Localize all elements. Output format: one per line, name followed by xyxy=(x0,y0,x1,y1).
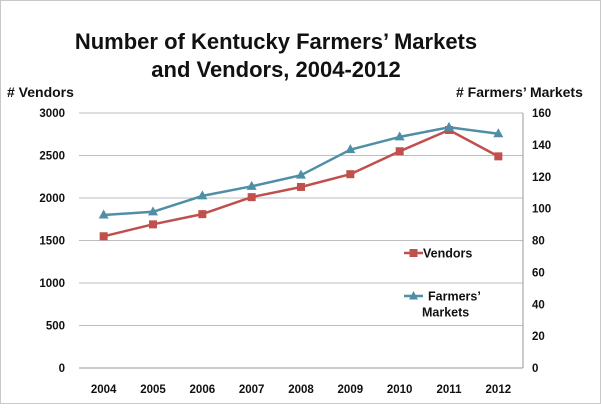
data-point-marker xyxy=(494,152,503,161)
data-point-marker xyxy=(98,209,109,219)
data-point-marker xyxy=(246,180,257,190)
x-tick-label: 2005 xyxy=(140,384,166,396)
x-tick-label: 2004 xyxy=(91,384,117,396)
data-point-marker xyxy=(149,220,157,229)
y-right-tick-label: 120 xyxy=(532,172,551,184)
data-point-marker xyxy=(444,121,454,131)
data-point-marker xyxy=(296,169,306,179)
data-point-marker xyxy=(346,170,355,179)
y-right-tick-label: 140 xyxy=(532,140,551,152)
data-point-marker xyxy=(247,193,256,202)
data-point-marker xyxy=(394,131,405,141)
chart-title-line-1: Number of Kentucky Farmers’ Markets xyxy=(75,29,477,54)
legend-label-vendors: Vendors xyxy=(423,247,472,261)
legend-marker-farmers-markets xyxy=(409,291,418,300)
gridlines xyxy=(79,112,524,369)
y-left-tick-label: 1500 xyxy=(39,236,65,248)
y-left-ticks: 0 500 1000 1500 2000 2500 3000 xyxy=(39,108,65,375)
y-right-tick-label: 0 xyxy=(532,363,538,375)
data-point-marker xyxy=(345,144,356,154)
data-point-marker xyxy=(297,182,305,191)
y-right-tick-label: 160 xyxy=(532,108,551,120)
y-right-tick-label: 80 xyxy=(532,236,545,248)
data-point-marker xyxy=(395,147,404,156)
data-point-marker xyxy=(148,206,158,216)
x-tick-label: 2011 xyxy=(437,384,463,396)
legend: Vendors Farmers’ Markets xyxy=(404,247,481,320)
y-right-tick-label: 100 xyxy=(532,204,551,216)
y-right-axis-title: # Farmers’ Markets xyxy=(456,84,583,100)
y-right-tick-label: 40 xyxy=(532,299,545,311)
y-left-tick-label: 500 xyxy=(46,321,65,333)
y-right-ticks: 0 20 40 60 80 100 120 140 160 xyxy=(532,108,551,375)
x-tick-label: 2009 xyxy=(338,384,364,396)
data-point-marker xyxy=(198,210,207,219)
x-axis-ticks: 2004 2005 2006 2007 2008 2009 2010 2011 2012 xyxy=(91,384,511,396)
x-tick-label: 2007 xyxy=(239,384,265,396)
y-left-tick-label: 2500 xyxy=(39,151,65,163)
chart-title-line-2: and Vendors, 2004-2012 xyxy=(151,57,400,82)
y-left-axis-title: # Vendors xyxy=(7,84,74,100)
series-layer xyxy=(98,121,504,241)
data-point-marker xyxy=(99,232,108,241)
legend-label-farmers-markets-line-2: Markets xyxy=(422,306,469,320)
y-left-tick-label: 1000 xyxy=(39,278,65,290)
y-right-tick-label: 60 xyxy=(532,267,545,279)
y-left-tick-label: 2000 xyxy=(39,193,65,205)
data-point-marker xyxy=(493,128,504,138)
y-left-tick-label: 0 xyxy=(59,363,65,375)
y-left-tick-label: 3000 xyxy=(39,108,65,120)
legend-marker-vendors xyxy=(409,249,418,257)
x-tick-label: 2006 xyxy=(190,384,216,396)
x-tick-label: 2008 xyxy=(288,384,314,396)
legend-label-farmers-markets-line-1: Farmers’ xyxy=(428,290,481,304)
x-tick-label: 2010 xyxy=(387,384,413,396)
data-point-marker xyxy=(197,190,208,200)
y-right-tick-label: 20 xyxy=(532,331,545,343)
x-tick-label: 2012 xyxy=(486,384,512,396)
